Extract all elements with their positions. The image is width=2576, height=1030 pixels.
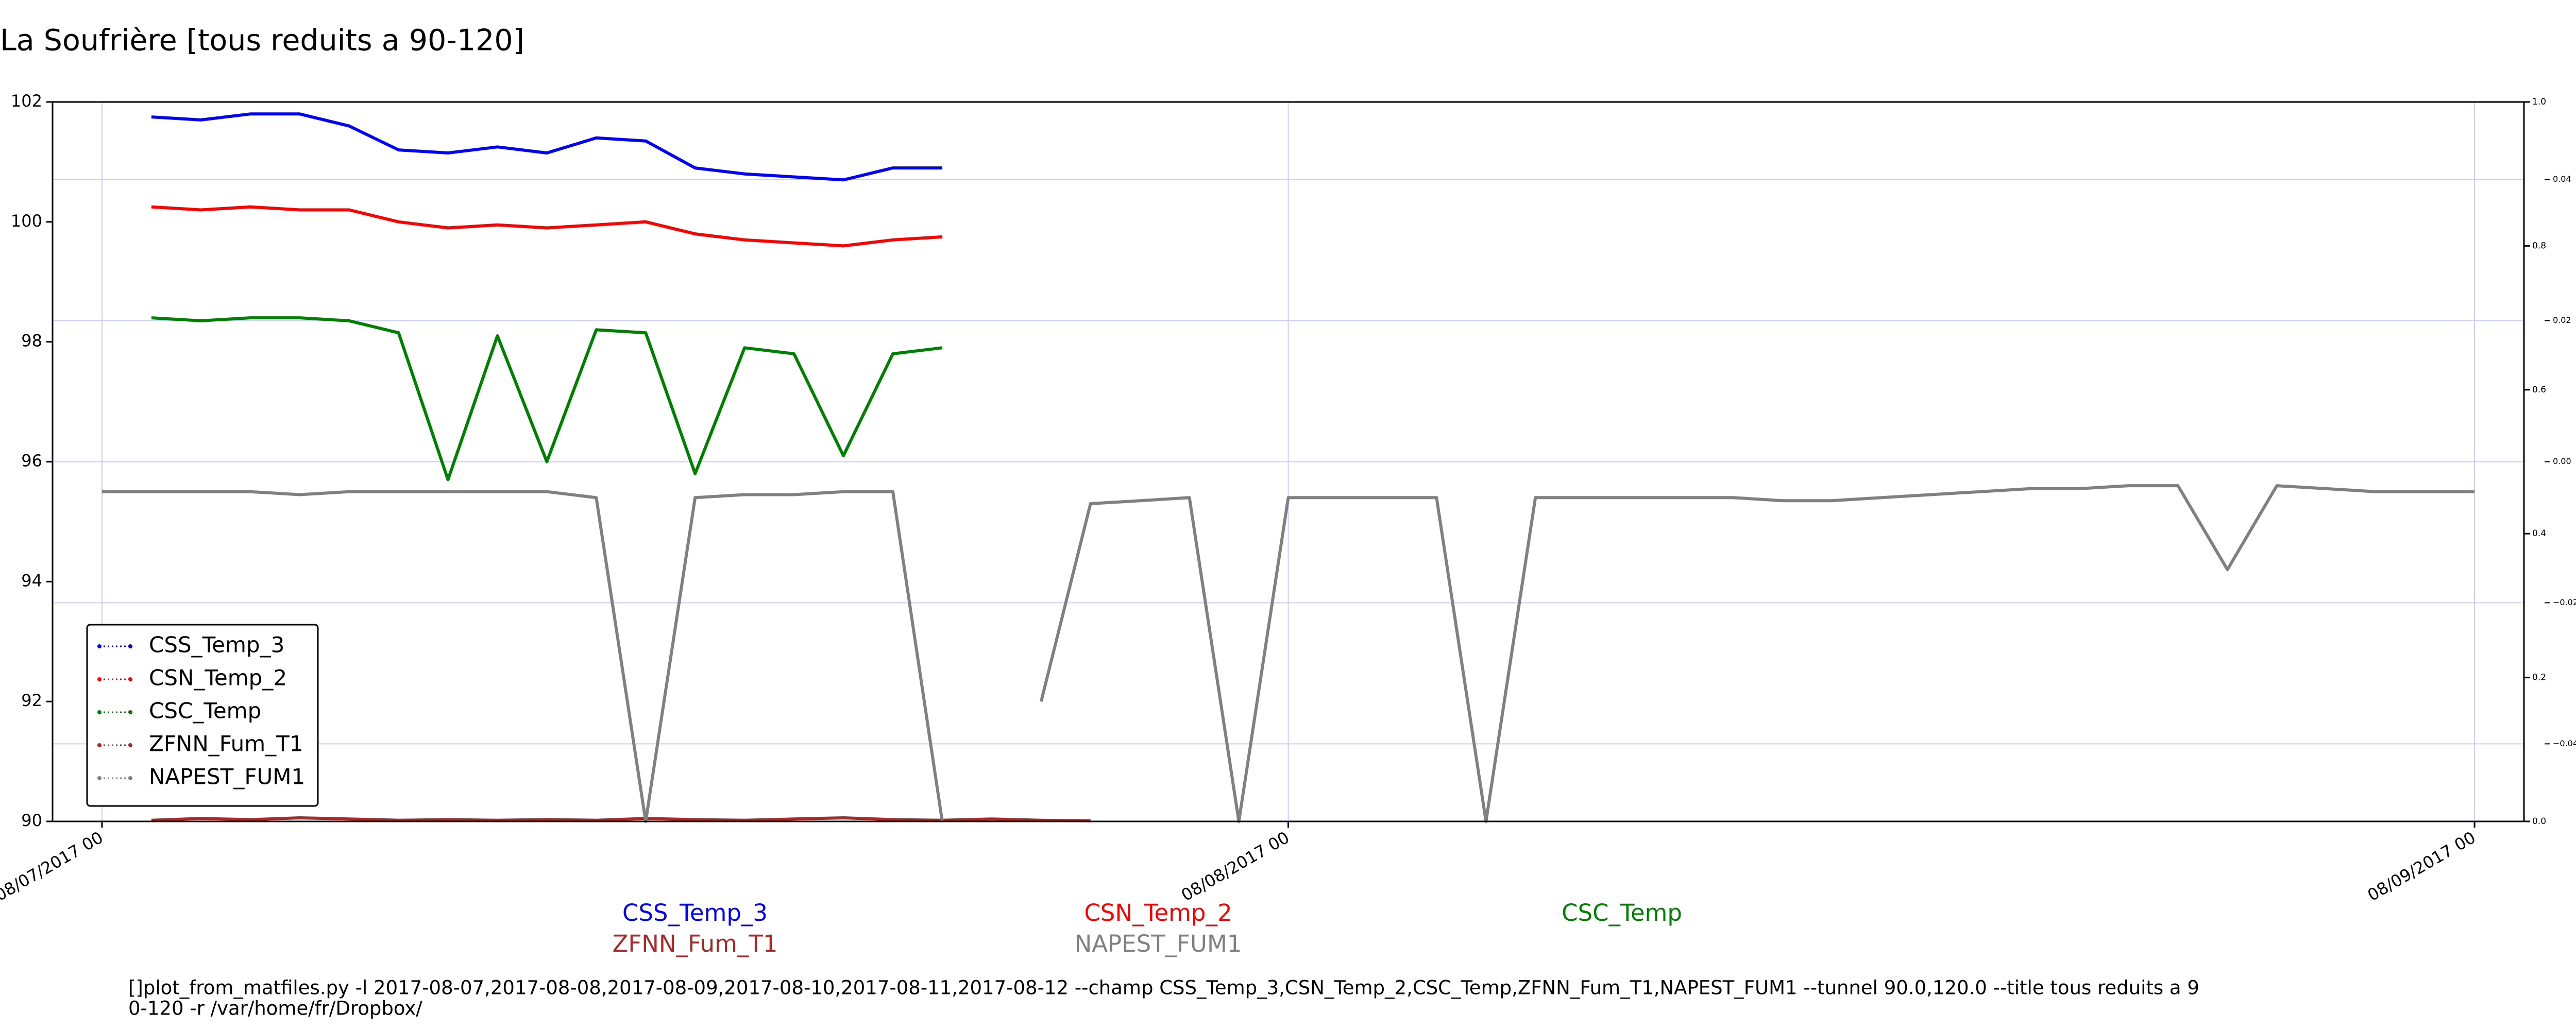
y-tick-label: 98 [21, 331, 42, 351]
series-caption: CSS_Temp_3 [622, 899, 768, 926]
y2-tick-label: 0.4 [2532, 528, 2546, 539]
series-line [151, 316, 943, 482]
legend-label: ZFNN_Fum_T1 [149, 731, 303, 757]
y3-tick-label: −0.04 [2553, 739, 2576, 748]
y2-tick-label: 1.0 [2532, 97, 2546, 107]
y3-tick-label: 0.00 [2553, 456, 2571, 466]
y-tick-label: 96 [21, 451, 42, 471]
footnote: 0-120 -r /var/home/fr/Dropbox/ [128, 998, 422, 1020]
y3-tick-label: 0.04 [2553, 174, 2571, 184]
legend-label: NAPEST_FUM1 [149, 764, 305, 789]
legend-marker [128, 776, 132, 780]
series-line [101, 484, 2475, 823]
y-tick-label: 92 [21, 691, 42, 710]
series-caption: CSC_Temp [1562, 899, 1682, 926]
series-line [151, 112, 942, 182]
y-tick-label: 94 [21, 571, 42, 590]
y3-tick-label: −0.02 [2553, 597, 2576, 607]
legend-marker [128, 710, 132, 714]
legend-marker [97, 710, 101, 714]
y2-tick-label: 0.6 [2532, 385, 2546, 395]
legend-label: CSS_Temp_3 [149, 632, 284, 658]
legend-marker [128, 677, 132, 681]
x-tick-label: 08/07/2017 00 [0, 828, 106, 905]
legend-label: CSC_Temp [149, 698, 261, 724]
legend-marker [97, 677, 101, 681]
legend-marker [97, 776, 101, 780]
y-tick-label: 100 [11, 211, 42, 231]
legend-marker [97, 743, 101, 747]
legend-marker [128, 644, 132, 648]
y2-tick-label: 0.0 [2532, 816, 2546, 827]
legend-marker [97, 644, 101, 648]
series-caption: ZFNN_Fum_T1 [613, 930, 778, 957]
series-line [151, 816, 1091, 822]
x-tick-label: 08/08/2017 00 [1178, 828, 1293, 905]
series-caption: CSN_Temp_2 [1084, 899, 1232, 926]
legend-box [86, 624, 319, 807]
series-line [151, 205, 943, 248]
plot-frame [52, 101, 2525, 822]
y3-tick-label: 0.02 [2553, 315, 2571, 325]
series-caption: NAPEST_FUM1 [1075, 930, 1242, 957]
legend-marker [128, 743, 132, 747]
footnote: []plot_from_matfiles.py -l 2017-08-07,20… [128, 977, 2199, 999]
chart-title: La Soufrière [tous reduits a 90-120] [0, 24, 524, 58]
x-tick-label: 08/09/2017 00 [2364, 828, 2479, 905]
y2-tick-label: 0.2 [2532, 673, 2546, 683]
legend-label: CSN_Temp_2 [149, 665, 287, 691]
y2-tick-label: 0.8 [2532, 241, 2546, 251]
y-tick-label: 102 [11, 91, 42, 111]
y-tick-label: 90 [21, 811, 42, 830]
